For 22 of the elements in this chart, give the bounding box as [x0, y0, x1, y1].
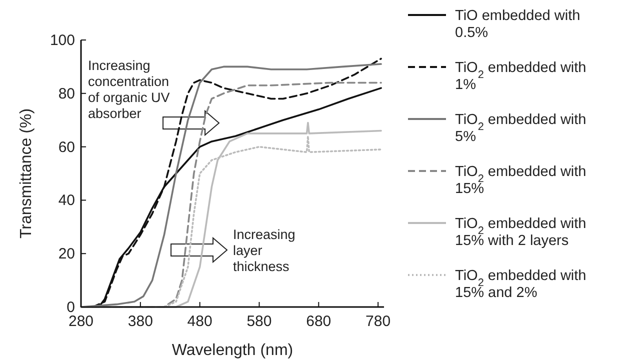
y-tick-label: 80	[58, 85, 75, 102]
x-tick-label: 480	[187, 313, 212, 330]
x-axis-title: Wavelength (nm)	[172, 342, 294, 359]
y-tick-label: 20	[58, 246, 75, 263]
legend-label: TiO$_{2}$ embedded with 5%	[455, 112, 586, 145]
legend-label: TiO$_{2}$ embedded with 15% and 2%	[455, 268, 586, 301]
legend-label: TiO$_{2}$ embedded with 1%	[455, 60, 586, 93]
y-tick-label: 60	[58, 138, 75, 156]
legend-label: TiO$_{2}$ embedded with 15% with 2 layers	[455, 216, 586, 249]
annotation: Increasing concentration of organic UV absorber	[88, 58, 170, 121]
x-tick-label: 780	[366, 313, 391, 330]
y-tick-label: 40	[58, 192, 75, 210]
y-tick-label: 0	[66, 299, 75, 316]
y-axis-title: Transmittance (%)	[18, 108, 35, 239]
x-tick-label: 280	[68, 313, 94, 330]
y-tick-label: 100	[50, 32, 75, 49]
x-tick-label: 580	[246, 313, 272, 330]
legend-label: TiO embedded with 0.5%	[455, 8, 580, 41]
annotation: Increasing layer thickness	[233, 227, 296, 274]
x-tick-label: 380	[128, 313, 153, 330]
legend-label: TiO$_{2}$ embedded with 15%	[455, 164, 586, 197]
x-tick-label: 680	[306, 313, 332, 330]
